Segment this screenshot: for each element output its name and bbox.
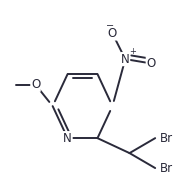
- Text: O: O: [146, 57, 156, 70]
- Text: +: +: [129, 47, 136, 56]
- Text: Br: Br: [160, 132, 173, 145]
- Text: O: O: [108, 27, 117, 40]
- Text: O: O: [31, 78, 40, 91]
- Text: N: N: [63, 132, 72, 145]
- Text: Br: Br: [160, 162, 173, 174]
- Text: N: N: [121, 53, 130, 66]
- Text: −: −: [106, 20, 115, 30]
